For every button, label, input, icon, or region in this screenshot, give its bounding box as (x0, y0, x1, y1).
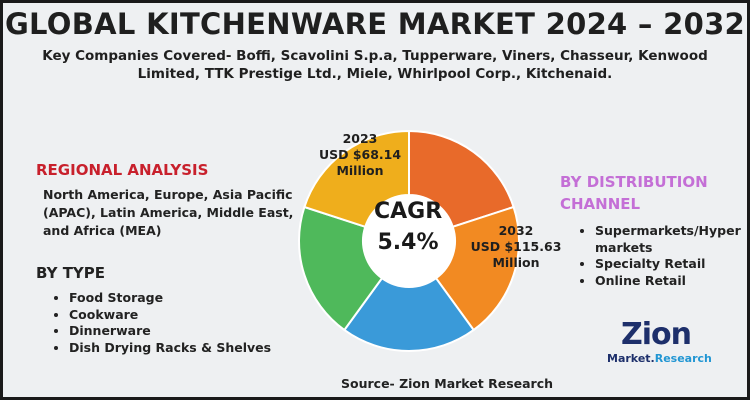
donut-chart (298, 129, 520, 352)
annotation-2032: 2032 USD $115.63 Million (461, 223, 571, 271)
zion-logo: Zion Market.Research (607, 317, 727, 369)
annotation-2023: 2023 USD $68.14 Million (310, 131, 410, 179)
page-title: GLOBAL KITCHENWARE MARKET 2024 – 2032 (4, 7, 746, 41)
cagr-label: CAGR 5.4% (374, 196, 442, 258)
list-item: Specialty Retail (595, 256, 750, 273)
subtitle: Key Companies Covered- Boffi, Scavolini … (42, 48, 708, 82)
distribution-list: Supermarkets/Hyper markets Specialty Ret… (577, 223, 750, 289)
logo-sub-a: Market. (607, 352, 655, 365)
type-list: Food Storage Cookware Dinnerware Dish Dr… (51, 290, 271, 356)
list-item: Dish Drying Racks & Shelves (69, 340, 271, 357)
annotation-year: 2032 (498, 223, 534, 238)
annotation-year: 2023 (342, 131, 378, 146)
list-item: Dinnerware (69, 323, 271, 340)
annotation-value: USD $115.63 (470, 239, 562, 254)
logo-sub-b: Research (654, 352, 712, 365)
distribution-heading-line1: BY DISTRIBUTION (560, 173, 708, 191)
list-item: Food Storage (69, 290, 271, 307)
distribution-heading-line2: CHANNEL (560, 195, 641, 213)
list-item: Supermarkets/Hyper markets (595, 223, 750, 256)
annotation-value: USD $68.14 (318, 147, 402, 162)
cagr-title: CAGR (374, 199, 443, 224)
type-heading: BY TYPE (36, 264, 106, 282)
list-item: Online Retail (595, 273, 750, 290)
list-item: Cookware (69, 307, 271, 324)
logo-wordmark: Zion (621, 317, 692, 352)
donut-center (363, 195, 455, 287)
regional-body: North America, Europe, Asia Pacific (APA… (43, 187, 294, 238)
cagr-value: 5.4% (377, 230, 439, 255)
annotation-unit: Million (492, 255, 540, 270)
distribution-heading: BY DISTRIBUTION CHANNEL (560, 171, 708, 215)
annotation-unit: Million (336, 163, 384, 178)
logo-subtitle: Market.Research (607, 352, 712, 365)
source-note: Source- Zion Market Research (341, 376, 554, 391)
regional-heading: REGIONAL ANALYSIS (36, 161, 209, 179)
